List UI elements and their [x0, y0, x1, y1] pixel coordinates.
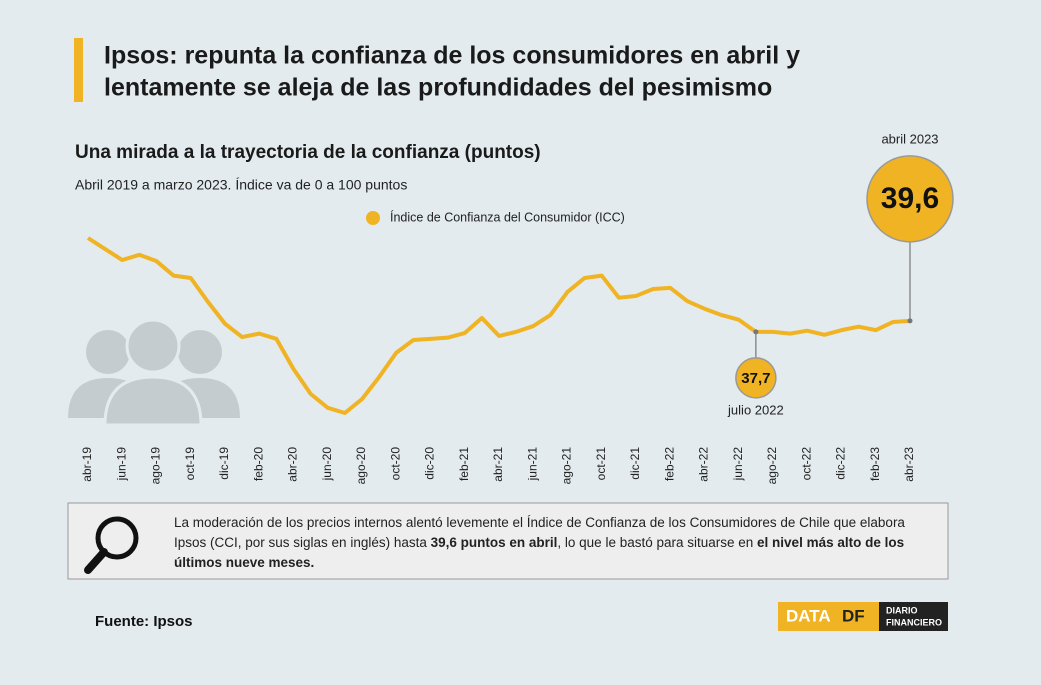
x-tick-label: abr-19	[80, 447, 94, 482]
value-label: 39,6	[881, 182, 939, 215]
x-tick-label: jun-22	[731, 447, 745, 482]
note: La moderación de los precios internos al…	[174, 513, 934, 573]
x-tick-label: feb-21	[457, 447, 471, 481]
x-tick-label: feb-23	[868, 447, 882, 481]
x-tick-label: feb-20	[251, 447, 265, 481]
logo-text: FINANCIERO	[886, 617, 942, 627]
chart-title: Una mirada a la trayectoria de la confia…	[75, 142, 541, 163]
x-tick-label: abr-22	[697, 447, 711, 482]
legend-swatch	[366, 211, 380, 225]
note-bold: 39,6 puntos en abril	[430, 535, 558, 550]
x-tick-label: jun-19	[114, 447, 128, 482]
point	[753, 329, 759, 335]
x-tick-label: ago-20	[354, 447, 368, 485]
source: Fuente: Ipsos	[95, 613, 193, 630]
x-tick-label: ago-21	[560, 447, 574, 485]
annotation: julio 2022	[727, 402, 784, 417]
magnifier-icon	[84, 516, 139, 574]
x-tick-label: dic-20	[423, 447, 437, 480]
people-icon	[68, 318, 240, 427]
x-tick-label: ago-19	[149, 447, 163, 485]
x-tick-label: dic-22	[834, 447, 848, 480]
x-tick-label: feb-22	[662, 447, 676, 481]
value-label: 37,7	[741, 370, 770, 387]
note-box	[67, 502, 949, 580]
chart-subtitle: Abril 2019 a marzo 2023. Índice va de 0 …	[75, 177, 407, 193]
x-tick-label: abr-23	[902, 447, 916, 482]
value-bubble	[866, 155, 954, 243]
x-tick-label: oct-22	[799, 447, 813, 481]
title-accent	[74, 38, 83, 102]
point	[907, 318, 913, 324]
x-tick-label: dic-19	[217, 447, 231, 480]
note-text: La moderación de los precios internos al…	[174, 515, 905, 550]
x-tick-label: abr-21	[491, 447, 505, 482]
x-tick-label: ago-22	[765, 447, 779, 485]
logo: DATA DF DIARIO FINANCIERO	[778, 602, 948, 631]
annotation: abril 2023	[881, 131, 938, 146]
value-bubble	[735, 357, 777, 399]
x-tick-label: oct-21	[594, 447, 608, 481]
x-tick-label: dic-21	[628, 447, 642, 480]
x-tick-label: oct-20	[388, 447, 402, 481]
logo-text: DATA	[786, 606, 831, 625]
x-tick-label: jun-20	[320, 447, 334, 482]
logo-text: DF	[842, 606, 865, 625]
title: lentamente se aleja de las profundidades…	[104, 74, 772, 102]
x-tick-label: oct-19	[183, 447, 197, 481]
logo-text: DIARIO	[886, 605, 918, 615]
note-text: , lo que le bastó para situarse en	[557, 535, 758, 550]
title: Ipsos: repunta la confianza de los consu…	[104, 42, 800, 70]
x-tick-label: abr-20	[286, 447, 300, 482]
line	[86, 236, 911, 415]
legend-label: Índice de Confianza del Consumidor (ICC)	[390, 209, 625, 224]
note-bold: el nivel más alto de los últimos nueve m…	[174, 535, 905, 570]
x-tick-label: jun-21	[525, 447, 539, 482]
